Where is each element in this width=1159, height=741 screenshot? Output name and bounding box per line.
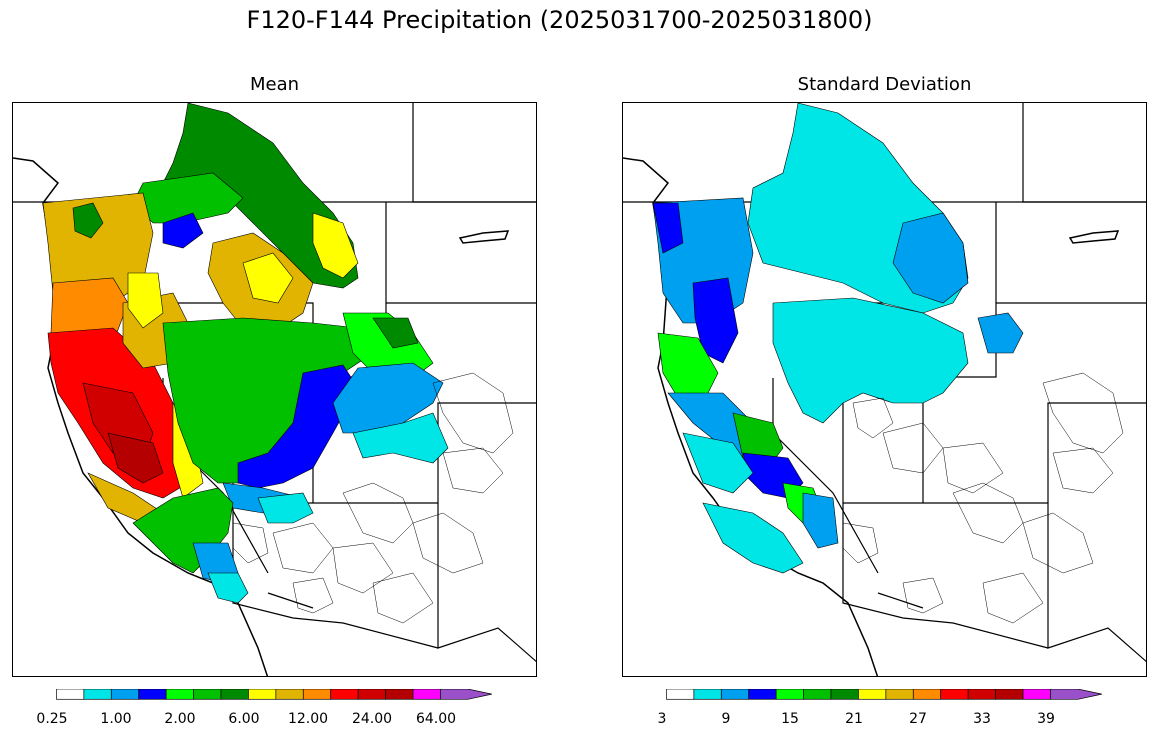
colorbar-mean-tick: 0.25	[36, 711, 68, 727]
colorbar-stddev	[666, 689, 1102, 700]
colorbar-stddev-tick: 21	[845, 711, 863, 727]
colorbar-mean-tick: 1.00	[100, 711, 132, 727]
colorbar-mean-tick: 2.00	[164, 711, 196, 727]
colorbar-mean-tick: 6.00	[228, 711, 260, 727]
colorbar-stddev-tick: 27	[909, 711, 927, 727]
colorbar-mean-tick: 64.00	[415, 711, 457, 727]
colorbar-mean-tick: 12.00	[287, 711, 329, 727]
panel-title-mean: Mean	[249, 74, 300, 95]
colorbar-stddev-tick: 33	[973, 711, 991, 727]
colorbar-stddev-tick: 15	[781, 711, 799, 727]
colorbar-stddev-tick: 9	[721, 711, 731, 727]
figure-title: F120-F144 Precipitation (2025031700-2025…	[246, 6, 873, 34]
panel-title-stddev: Standard Deviation	[797, 74, 972, 95]
colorbar-mean-tick: 24.00	[351, 711, 393, 727]
colorbar-stddev-tick: 3	[657, 711, 667, 727]
colorbar-mean	[56, 689, 492, 700]
map-stddev	[622, 102, 1147, 677]
colorbar-stddev-tick: 39	[1037, 711, 1055, 727]
map-mean	[12, 102, 537, 677]
